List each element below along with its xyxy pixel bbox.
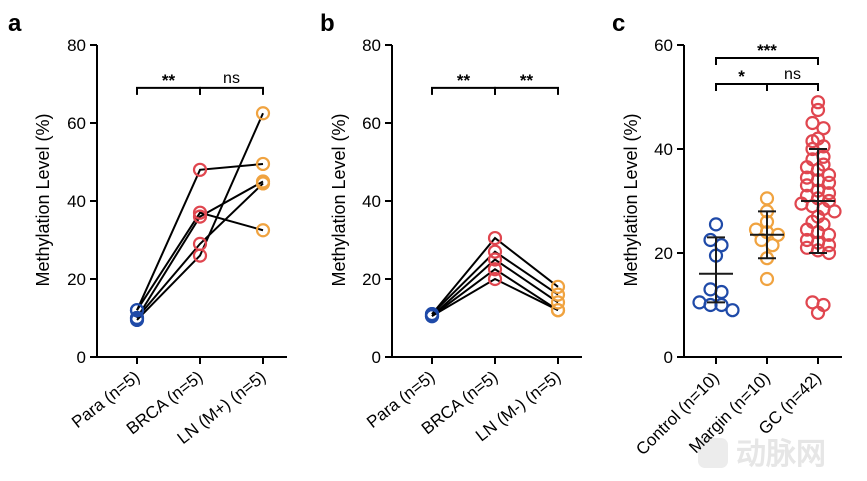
data-point: [255, 106, 271, 121]
paired-line: [136, 162, 264, 311]
data-point: [550, 303, 566, 318]
data-point: [487, 244, 503, 259]
y-tick-label: 20: [362, 270, 381, 289]
data-point: [192, 248, 208, 263]
significance-label: **: [520, 71, 534, 90]
data-point: [821, 167, 837, 183]
panel-label-a: a: [8, 10, 22, 37]
y-tick-label: 0: [664, 348, 673, 367]
data-point: [799, 178, 815, 193]
data-point: [550, 295, 566, 310]
paired-line: [431, 250, 559, 315]
significance-label: ***: [757, 41, 777, 60]
y-tick-label: 80: [362, 36, 381, 55]
paired-line: [136, 211, 264, 311]
data-point: [827, 204, 842, 219]
data-point: [810, 95, 826, 110]
significance-label: *: [738, 67, 745, 86]
significance-bracket: [199, 86, 264, 95]
y-tick-label: 60: [654, 36, 673, 55]
data-point: [129, 303, 145, 318]
y-axis-label: Methylation Level (%): [621, 113, 641, 286]
data-point: [487, 252, 503, 267]
y-axis-label: Methylation Level (%): [329, 113, 349, 286]
data-point: [487, 271, 503, 287]
data-point: [714, 297, 729, 313]
y-tick-label: 80: [67, 36, 86, 55]
y-tick-label: 60: [362, 114, 381, 133]
significance-label: **: [162, 71, 176, 90]
y-tick-label: 0: [372, 348, 381, 367]
data-point: [810, 102, 826, 118]
paired-line: [431, 277, 559, 317]
data-point: [805, 115, 820, 131]
y-tick-label: 20: [654, 244, 673, 263]
paired-line: [431, 258, 559, 317]
y-tick-label: 40: [362, 192, 381, 211]
data-point: [708, 217, 724, 232]
data-point: [129, 312, 145, 328]
significance-bracket: [715, 57, 819, 65]
watermark: 动脉网: [698, 437, 826, 472]
significance-bracket: [766, 83, 819, 91]
y-tick-label: 0: [77, 348, 86, 367]
paired-line: [136, 180, 264, 319]
data-point: [487, 262, 503, 277]
y-tick-label: 40: [67, 192, 86, 211]
data-point: [192, 209, 208, 224]
data-point: [821, 175, 837, 190]
data-point: [759, 191, 775, 206]
y-tick-label: 40: [654, 140, 673, 159]
data-point: [725, 303, 740, 318]
data-point: [714, 284, 729, 300]
data-point: [255, 156, 271, 172]
data-point: [255, 223, 271, 238]
data-point: [192, 205, 208, 220]
data-point: [424, 308, 440, 324]
data-point: [805, 134, 820, 149]
data-point: [810, 305, 826, 320]
y-tick-label: 20: [67, 270, 86, 289]
significance-label: ns: [223, 70, 240, 87]
panel-label-c: c: [612, 10, 625, 37]
paired-line: [136, 182, 264, 319]
data-point: [821, 186, 837, 201]
data-point: [759, 271, 775, 287]
significance-bracket: [494, 86, 559, 95]
watermark-text: 动脉网: [736, 437, 826, 472]
paired-line: [431, 268, 559, 317]
panel-label-b: b: [320, 10, 335, 37]
y-axis-label: Methylation Level (%): [33, 113, 53, 286]
logo-icon: [698, 438, 728, 468]
data-point: [192, 162, 208, 177]
significance-label: **: [457, 71, 471, 90]
data-point: [765, 238, 780, 253]
paired-line: [431, 236, 559, 315]
y-tick-label: 60: [67, 114, 86, 133]
data-point: [255, 176, 271, 191]
data-point: [821, 227, 837, 242]
paired-line: [136, 112, 264, 321]
data-point: [487, 230, 503, 246]
significance-label: ns: [784, 66, 801, 83]
data-point: [821, 238, 837, 253]
data-point: [550, 279, 566, 294]
data-point: [550, 287, 566, 302]
